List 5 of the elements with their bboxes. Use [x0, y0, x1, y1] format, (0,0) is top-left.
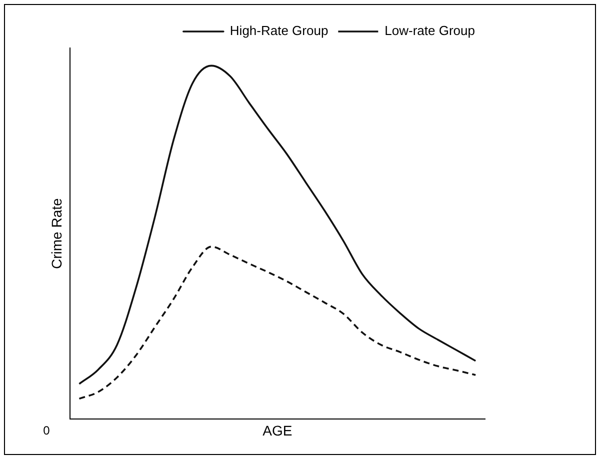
legend-label: Low-rate Group	[384, 23, 476, 38]
y-axis-title: Crime Rate	[48, 198, 64, 269]
legend-label: High-Rate Group	[230, 23, 328, 38]
text: 0	[43, 424, 50, 438]
x-axis-title: AGE	[262, 422, 292, 438]
